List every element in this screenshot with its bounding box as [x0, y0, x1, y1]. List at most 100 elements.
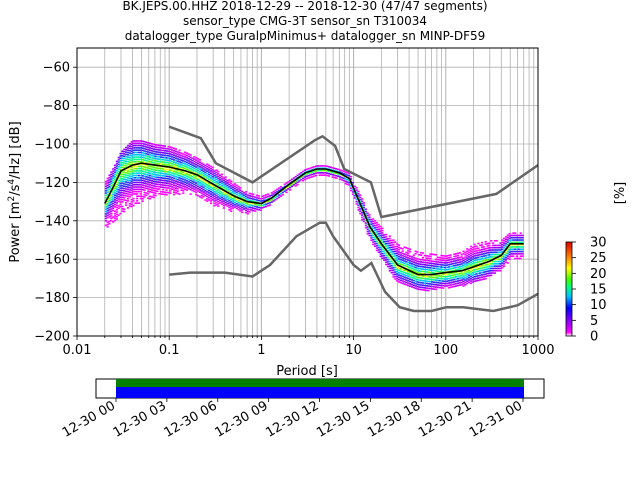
density-cell	[112, 195, 115, 198]
density-cell	[160, 147, 163, 149]
density-cell	[373, 240, 377, 243]
density-cell	[149, 165, 152, 168]
density-cell	[184, 165, 187, 167]
density-cell	[272, 190, 275, 193]
density-cell	[490, 240, 493, 242]
density-cell	[480, 260, 484, 262]
density-cell	[490, 260, 493, 263]
density-cell	[324, 165, 327, 167]
density-cell	[112, 204, 115, 207]
density-cell	[444, 282, 447, 285]
density-cell	[156, 181, 159, 183]
density-cell	[423, 284, 426, 287]
density-cell	[150, 177, 153, 180]
density-cell	[220, 178, 224, 180]
density-cell	[468, 260, 471, 263]
density-cell	[510, 246, 513, 248]
density-cell	[106, 189, 109, 191]
density-cell	[506, 243, 509, 246]
timeline-tick-label: 12-30 00	[60, 398, 118, 440]
density-cell	[154, 183, 157, 185]
density-cell	[381, 255, 384, 257]
density-cell	[375, 226, 378, 229]
density-cell	[121, 171, 124, 173]
density-cell	[296, 179, 299, 181]
density-cell	[357, 192, 360, 195]
density-cell	[359, 194, 362, 196]
density-cell	[196, 187, 200, 190]
density-cell	[390, 246, 393, 249]
density-cell	[427, 271, 430, 274]
density-cell	[447, 261, 450, 264]
density-cell	[143, 170, 146, 173]
density-cell	[208, 182, 211, 185]
density-cell	[193, 174, 196, 177]
density-cell	[147, 153, 150, 156]
density-cell	[362, 218, 366, 220]
density-cell	[370, 232, 373, 235]
density-cell	[147, 178, 150, 181]
density-cell	[208, 169, 211, 171]
density-cell	[431, 278, 434, 281]
density-cell	[136, 174, 139, 177]
density-cell	[217, 191, 220, 194]
density-cell	[475, 254, 478, 257]
density-cell	[150, 152, 153, 154]
density-cell	[392, 239, 395, 241]
density-cell	[302, 177, 305, 180]
density-cell	[490, 274, 493, 277]
density-cell	[176, 190, 179, 192]
density-cell	[180, 175, 183, 178]
density-cell	[137, 181, 141, 184]
density-cell	[453, 281, 456, 283]
density-cell	[178, 156, 181, 159]
density-cell	[409, 250, 412, 253]
density-cell	[479, 253, 482, 256]
density-cell	[255, 194, 259, 197]
density-cell	[121, 201, 124, 203]
density-cell	[396, 270, 399, 273]
density-cell	[458, 275, 461, 277]
density-cell	[185, 163, 189, 166]
density-cell	[149, 161, 152, 163]
density-cell	[228, 199, 231, 202]
density-cell	[149, 186, 152, 188]
density-cell	[213, 186, 216, 189]
density-cell	[493, 244, 496, 247]
density-cell	[231, 193, 235, 195]
density-cell	[147, 192, 150, 195]
density-cell	[252, 195, 255, 198]
density-cell	[292, 177, 295, 179]
density-cell	[193, 162, 196, 165]
density-cell	[377, 251, 380, 254]
density-cell	[126, 200, 130, 202]
density-cell	[373, 243, 377, 245]
density-cell	[215, 169, 218, 171]
density-cell	[106, 191, 109, 194]
density-cell	[418, 260, 421, 263]
density-cell	[180, 170, 183, 173]
density-cell	[143, 143, 146, 145]
density-cell	[110, 219, 113, 222]
density-cell	[416, 269, 419, 272]
density-cell	[139, 177, 142, 179]
density-cell	[219, 183, 222, 186]
density-cell	[132, 172, 135, 175]
density-cell	[233, 190, 236, 192]
density-cell	[451, 272, 454, 274]
density-cell	[241, 193, 244, 195]
density-cell	[421, 284, 425, 287]
density-cell	[137, 149, 141, 151]
density-cell	[172, 179, 176, 182]
density-cell	[108, 190, 111, 193]
density-cell	[167, 155, 170, 157]
density-cell	[169, 183, 172, 185]
density-cell	[394, 252, 397, 255]
density-cell	[130, 194, 133, 196]
density-cell	[134, 174, 137, 177]
density-cell	[409, 285, 412, 287]
density-cell	[172, 170, 176, 173]
density-cell	[410, 276, 414, 279]
density-cell	[499, 249, 502, 251]
density-cell	[167, 159, 170, 162]
